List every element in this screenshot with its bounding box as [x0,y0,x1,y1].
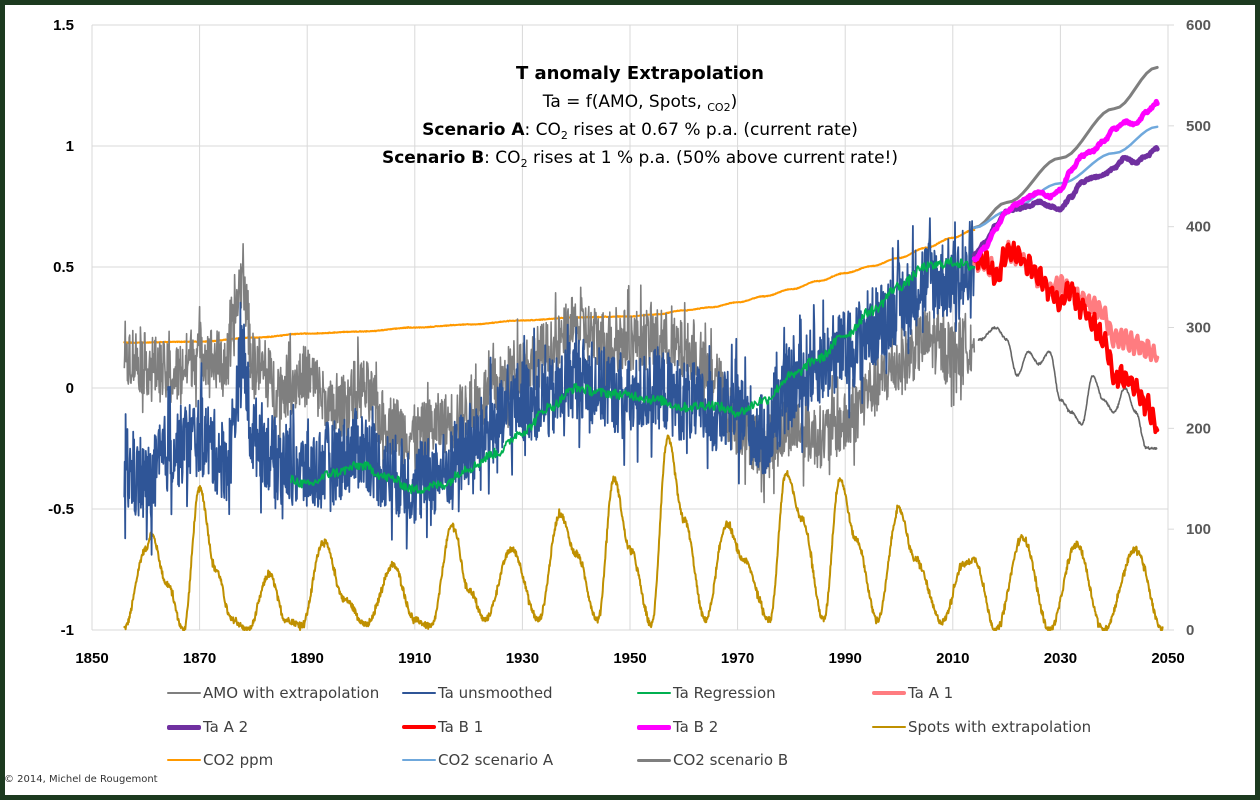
legend-label: Ta A 1 [908,684,954,702]
legend-item: Ta B 1 [402,717,483,737]
copyright-notice: © 2014, Michel de Rougemont [4,774,158,785]
legend-label: AMO with extrapolation [203,684,380,702]
x-tick-label: 1930 [506,650,539,667]
legend-item: Ta Regression [637,683,776,703]
tick-labels: 1850 1870 1890 1910 1930 1950 1970 1990 2010 2030… [48,17,1211,667]
y-tick-label: 1 [66,138,74,155]
x-tick-label: 2010 [936,650,969,667]
series-ta-b-1 [972,240,1160,435]
legend-swatch [637,724,671,730]
legend-swatch [167,759,201,761]
x-tick-label: 1890 [291,650,324,667]
legend-label: Ta unsmoothed [438,684,553,702]
chart-subtitle-scenario-b: Scenario B: CO2 rises at 1 % p.a. (50% a… [381,148,899,170]
legend-swatch [167,692,201,694]
chart-title-block: T anomaly Extrapolation Ta = f(AMO, Spot… [290,60,990,172]
legend-item: CO2 scenario A [402,750,553,770]
legend-swatch [872,691,906,695]
x-tick-label: 2030 [1044,650,1077,667]
y-tick-label: 0 [66,380,74,397]
x-tick-label: 1950 [613,650,646,667]
series-co2-scenario-b [972,65,1159,230]
series-amo-extrapolation [977,326,1158,451]
legend-swatch [167,724,201,730]
legend-item: AMO with extrapolation [167,683,379,703]
y2-tick-label: 300 [1186,320,1211,337]
legend-item: CO2 scenario B [637,750,788,770]
y-tick-label: -1 [61,622,74,639]
legend-swatch [637,758,671,762]
x-tick-label: 1850 [75,650,108,667]
legend-item: CO2 ppm [167,750,273,770]
legend-swatch [402,692,436,694]
x-tick-label: 1970 [721,650,754,667]
x-tick-label: 2050 [1151,650,1184,667]
x-tick-label: 1870 [183,650,216,667]
axes [91,24,1174,631]
legend-item: Ta A 1 [872,683,953,703]
legend-item: Ta B 2 [637,717,718,737]
y2-tick-label: 400 [1186,219,1211,236]
legend-swatch [872,726,906,728]
legend-label: Ta B 2 [673,718,719,736]
y-tick-label: -0.5 [48,501,74,518]
y-tick-label: 1.5 [53,17,74,34]
legend-label: Ta B 1 [438,718,484,736]
y2-tick-label: 500 [1186,118,1211,135]
x-tick-label: 1910 [398,650,431,667]
legend-item: Ta unsmoothed [402,683,553,703]
chart-title: T anomaly Extrapolation [515,63,764,84]
legend-label: Ta A 2 [203,718,249,736]
legend-swatch [402,759,436,761]
chart-subtitle-scenario-a: Scenario A: CO2 rises at 0.67 % p.a. (cu… [422,120,858,142]
legend-label: CO2 scenario A [438,751,554,769]
legend-item: Ta A 2 [167,717,248,737]
legend-item: Spots with extrapolation [872,717,1091,737]
y2-tick-label: 200 [1186,420,1211,437]
series-co2-ppm [123,228,976,345]
legend-swatch [402,725,436,729]
x-tick-label: 1990 [829,650,862,667]
legend-label: CO2 scenario B [673,751,789,769]
y2-tick-label: 100 [1186,521,1211,538]
y2-tick-label: 600 [1186,17,1211,34]
chart-subtitle-formula: Ta = f(AMO, Spots, CO2) [542,92,738,114]
series-group [123,65,1164,631]
legend-label: CO2 ppm [203,751,274,769]
legend-swatch [637,692,671,694]
series-ta-b-2 [971,98,1160,263]
legend-label: Ta Regression [673,684,776,702]
series-spots-with-extrapolation [123,434,1164,631]
series-ta-regression [290,256,976,495]
legend-label: Spots with extrapolation [908,718,1092,736]
y-tick-label: 0.5 [53,259,74,276]
series-ta-a-2 [971,145,1160,258]
y2-tick-label: 0 [1186,622,1194,639]
